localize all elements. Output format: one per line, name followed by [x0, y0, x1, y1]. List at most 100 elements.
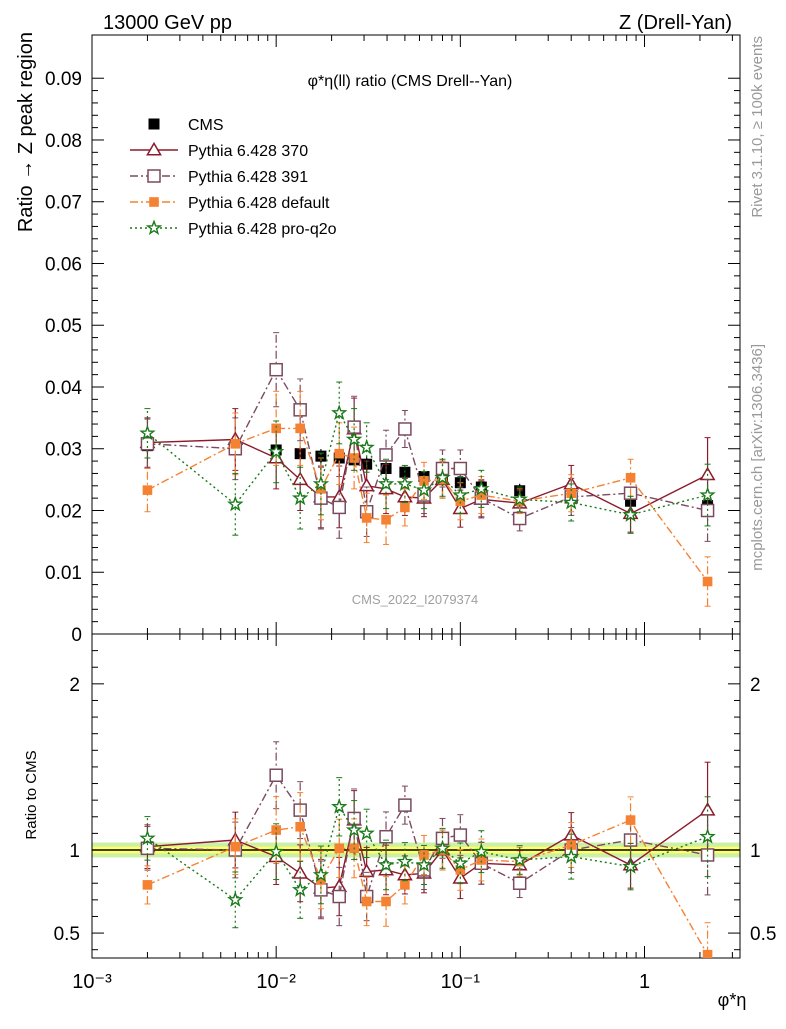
series-marker — [267, 443, 285, 459]
ratio-y-tick-label: 0.5 — [54, 924, 80, 945]
series-marker — [332, 500, 346, 515]
x-tick-label: 10⁻³ — [72, 971, 112, 993]
series-ratio-marker — [345, 821, 363, 838]
ratio-y-tick-label: 2 — [69, 675, 80, 696]
series-marker — [476, 490, 487, 500]
series-ratio-marker — [512, 876, 527, 890]
series-ratio-marker — [396, 852, 414, 869]
series-ratio-marker — [227, 891, 244, 907]
series-ratio-marker — [377, 856, 395, 872]
legend-label: Pythia 6.428 default — [188, 195, 330, 212]
legend-label: Pythia 6.428 pro-q2o — [188, 221, 337, 238]
legend-marker — [148, 118, 160, 130]
legend-label: CMS — [188, 117, 224, 134]
series-marker — [434, 469, 451, 485]
series-main-2 — [140, 332, 715, 542]
series-ratio-marker — [334, 843, 345, 854]
series-ratio-marker — [291, 881, 309, 897]
series-ratio-marker — [511, 851, 529, 867]
series-ratio-marker — [381, 896, 391, 907]
series-ratio-marker — [419, 850, 429, 860]
header-energy-label: 13000 GeV pp — [103, 12, 232, 34]
y-tick-label: 0.03 — [45, 440, 82, 461]
series-marker — [331, 404, 348, 421]
analysis-watermark: CMS_2022_I2079374 — [352, 592, 479, 607]
series-marker — [271, 423, 281, 434]
y-tick-label: 0.08 — [45, 131, 82, 152]
series-marker — [472, 480, 490, 496]
series-ratio-marker — [455, 865, 466, 875]
series-ratio-marker — [230, 841, 241, 852]
y-tick-label: 0.01 — [45, 563, 82, 584]
legend-marker — [145, 219, 163, 235]
series-marker — [295, 423, 305, 434]
series-marker — [377, 475, 395, 492]
series-marker — [702, 576, 713, 587]
ratio-y-tick-label: 1 — [69, 841, 80, 862]
y-tick-label: 0.02 — [45, 501, 82, 522]
series-ratio-2 — [140, 741, 715, 927]
series-marker — [230, 439, 241, 449]
mcplots-label: mcplots.cern.ch [arXiv:1306.3436] — [749, 344, 766, 571]
rivet-version-label: Rivet 3.1.10, ≥ 100k events — [749, 36, 766, 218]
y-tick-label: 0.05 — [45, 316, 82, 337]
y-tick-label: 0.07 — [45, 193, 82, 214]
ratio-y-tick-label-right: 0.5 — [750, 924, 776, 945]
series-ratio-line — [147, 809, 709, 889]
series-ratio-4 — [139, 777, 716, 929]
series-ratio-marker — [562, 847, 580, 864]
series-line — [146, 411, 708, 516]
series-marker — [398, 422, 412, 436]
series-marker — [379, 448, 393, 462]
ratio-frame — [91, 633, 741, 959]
series-ratio-marker — [415, 856, 433, 872]
series-marker — [415, 481, 433, 498]
legend-label: Pythia 6.428 391 — [188, 169, 308, 186]
series-marker — [269, 362, 283, 377]
series-marker — [455, 496, 466, 507]
x-axis-label: φ*η — [718, 990, 747, 1010]
series-ratio-marker — [332, 889, 346, 904]
series-ratio-marker — [331, 798, 348, 814]
series-ratio-marker — [453, 828, 468, 842]
series-marker — [361, 513, 372, 523]
legend-label: Pythia 6.428 370 — [188, 143, 308, 160]
series-ratio-marker — [139, 829, 156, 846]
series-ratio-marker — [316, 875, 326, 885]
series-marker — [699, 486, 716, 503]
ratio-y-tick-label-right: 1 — [750, 841, 761, 862]
main-panel: 0 0.01 0.02 0.03 0.04 0.05 0.06 0.07 0.08 0.09 — [45, 34, 741, 646]
data-point — [315, 450, 327, 462]
series-ratio-marker — [622, 857, 639, 874]
series-marker — [139, 424, 156, 441]
ratio-panel: 10⁻³ 10⁻² 10⁻¹ 1 0.5 0.5 1 1 2 2 — [54, 633, 776, 993]
y-tick-label: 0.04 — [45, 378, 82, 399]
series-marker — [396, 475, 414, 491]
plot-title-text: φ*η(ll) ratio (CMS Drell--Yan) — [308, 73, 513, 90]
legend-marker — [147, 169, 161, 183]
header-process-label: Z (Drell-Yan) — [619, 12, 732, 34]
x-tick-label: 10⁻² — [256, 971, 296, 993]
series-ratio-marker — [269, 768, 283, 782]
series-marker — [345, 430, 363, 447]
series-ratio-marker — [379, 829, 393, 844]
series-marker — [625, 472, 636, 483]
series-ratio-marker — [472, 843, 490, 859]
legend-marker — [149, 197, 159, 207]
series-marker — [400, 502, 410, 513]
series-marker — [291, 489, 309, 506]
series-marker — [349, 453, 359, 463]
series-marker — [452, 486, 469, 503]
series-marker — [512, 511, 527, 526]
series-marker — [381, 514, 391, 525]
series-ratio-marker — [358, 824, 375, 841]
series-ratio-marker — [142, 880, 153, 890]
series-ratio-marker — [452, 854, 469, 871]
series-marker — [227, 495, 244, 512]
y-tick-label: 0 — [71, 625, 82, 646]
series-ratio-marker — [434, 839, 451, 856]
ratio-y-axis-label: Ratio to CMS — [23, 750, 40, 839]
series-ratio-marker — [476, 855, 487, 865]
y-tick-label: 0.06 — [45, 254, 82, 275]
